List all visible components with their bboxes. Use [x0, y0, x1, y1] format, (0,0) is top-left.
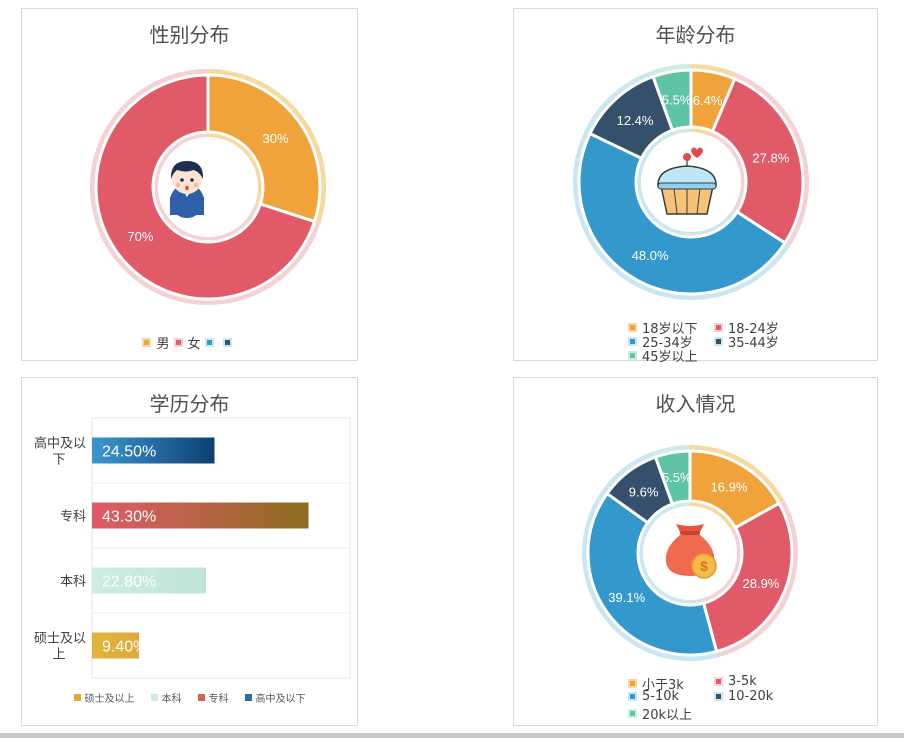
- legend-item: 女: [174, 333, 201, 352]
- legend-item: [205, 333, 219, 352]
- legend-label: 高中及以下: [256, 690, 306, 705]
- legend-item: [223, 333, 237, 352]
- slice-data-label-1: 6.4%: [693, 93, 723, 108]
- legend-item: 3-5k: [714, 674, 757, 689]
- legend-swatch: [142, 338, 151, 347]
- slice-data-label-3: 39.1%: [608, 590, 645, 605]
- slice-data-label-1: 30%: [263, 131, 289, 146]
- legend-item: 高中及以下: [245, 690, 306, 705]
- legend-label: 专科: [209, 690, 229, 705]
- age-donut-chart: 6.4% 27.8% 48.0% 12.4% 5.5%: [514, 9, 879, 314]
- slice-data-label-4: 9.6%: [629, 485, 659, 500]
- legend-swatch: [205, 338, 214, 347]
- legend-item: 本科: [151, 690, 182, 705]
- legend-swatch: [628, 709, 637, 718]
- legend-label: 5-10k: [642, 689, 679, 704]
- gender-donut-chart: 30% 70%: [22, 9, 359, 329]
- legend-label: 45岁以上: [642, 346, 698, 365]
- bar-data-label: 9.40%: [102, 639, 147, 656]
- slice-data-label-1: 16.9%: [711, 480, 748, 495]
- legend-swatch: [245, 694, 252, 701]
- income-chart-panel: 收入情况 $ 16.9% 28.9% 39.1% 9.6% 5.5% 小于3k 3-5k 5…: [513, 377, 878, 726]
- legend-swatch: [714, 323, 723, 332]
- slice-data-label-4: 12.4%: [617, 113, 654, 128]
- legend-item: 男: [142, 333, 169, 352]
- bar-data-label: 24.50%: [102, 444, 156, 461]
- income-donut-chart: $ 16.9% 28.9% 39.1% 9.6%5.5%: [514, 378, 879, 673]
- legend-swatch: [198, 694, 205, 701]
- legend-swatch: [628, 692, 637, 701]
- legend-swatch: [174, 338, 183, 347]
- legend-swatch: [628, 323, 637, 332]
- chart-legend: 小于3k 3-5k 5-10k 10-20k 20k以上: [628, 674, 828, 724]
- legend-swatch: [151, 694, 158, 701]
- category-label: 硕士及以上: [34, 632, 86, 663]
- legend-item: 10-20k: [714, 689, 773, 704]
- chart-legend: 硕士及以上 本科 专科 高中及以下: [22, 690, 357, 705]
- age-chart-panel: 年龄分布 6.4% 27.8% 48.0% 12.4% 5.5% 18岁以下 18-24岁…: [513, 8, 878, 361]
- bar-data-label: 22.80%: [102, 574, 156, 591]
- legend-item: 45岁以上: [628, 346, 698, 365]
- boy-avatar-icon: [170, 161, 204, 218]
- slice-data-label-2: 70%: [127, 229, 153, 244]
- legend-swatch: [628, 679, 637, 688]
- svg-text:$: $: [700, 558, 708, 574]
- legend-swatch: [628, 337, 637, 346]
- legend-label: 男: [156, 333, 169, 352]
- legend-swatch: [223, 338, 232, 347]
- page-bottom-border: [0, 733, 904, 738]
- slice-data-label-3: 48.0%: [632, 248, 669, 263]
- chart-legend: 18岁以下 18-24岁 25-34岁 35-44岁 45岁以上: [628, 318, 828, 362]
- legend-label: 3-5k: [728, 674, 757, 689]
- education-bar-chart: 24.50% 高中及以下 43.30% 专科 22.80% 本科 9.40% 硕士及以上: [22, 378, 359, 688]
- legend-label: 35-44岁: [728, 332, 779, 351]
- legend-item: 20k以上: [628, 704, 692, 723]
- legend-label: 20k以上: [642, 704, 692, 723]
- legend-swatch: [74, 694, 81, 701]
- gender-chart-panel: 性别分布 30% 70% 男女: [21, 8, 358, 361]
- legend-swatch: [628, 351, 637, 360]
- legend-label: 女: [188, 333, 201, 352]
- legend-item: 专科: [198, 690, 229, 705]
- chart-legend: 男女: [22, 333, 357, 352]
- category-label: 专科: [60, 510, 86, 525]
- legend-item: 35-44岁: [714, 332, 779, 351]
- slice-data-label-2: 27.8%: [752, 151, 789, 166]
- slice-data-label-5: 5.5%: [662, 93, 692, 108]
- category-label: 本科: [60, 575, 86, 590]
- legend-item: 5-10k: [628, 689, 679, 704]
- slice-data-label-5: 5.5%: [662, 470, 692, 485]
- slice-data-label-2: 28.9%: [743, 576, 780, 591]
- legend-label: 本科: [162, 690, 182, 705]
- education-chart-panel: 学历分布 24.50% 高中及以下 43.30% 专科 22.80% 本科 9.40% 硕士及…: [21, 377, 358, 726]
- category-label: 高中及以下: [34, 436, 86, 468]
- donut-center: [158, 137, 258, 237]
- legend-swatch: [714, 692, 723, 701]
- legend-swatch: [714, 677, 723, 686]
- legend-label: 硕士及以上: [85, 690, 135, 705]
- bar-data-label: 43.30%: [102, 509, 156, 526]
- legend-label: 10-20k: [728, 689, 773, 704]
- legend-swatch: [714, 337, 723, 346]
- legend-item: 硕士及以上: [74, 690, 135, 705]
